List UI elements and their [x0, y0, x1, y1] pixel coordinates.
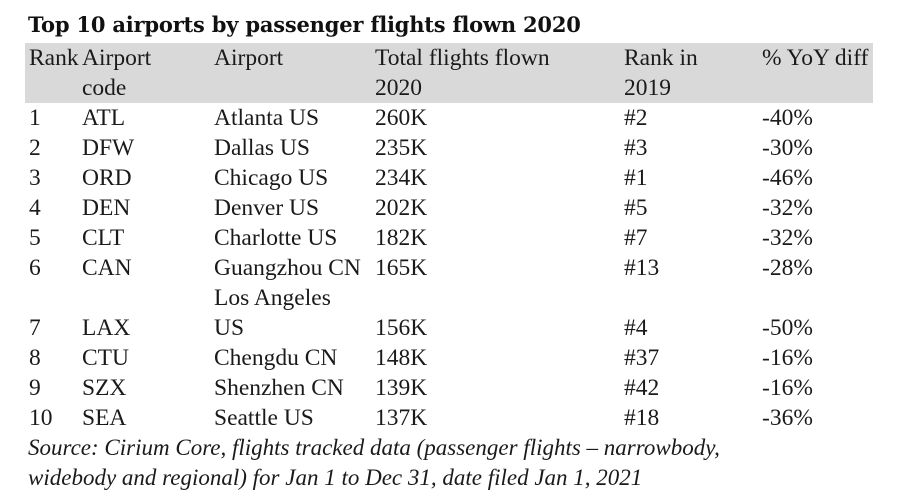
cell-yoy: -32% — [762, 195, 813, 221]
cell-airport: Seattle US — [214, 405, 314, 431]
cell-rank-2019: #5 — [624, 195, 648, 221]
cell-code: LAX — [82, 315, 131, 341]
table-row: 2 DFW Dallas US 235K #3 -30% — [25, 133, 873, 163]
cell-rank-2019: #3 — [624, 135, 648, 161]
cell-rank-2019: #18 — [624, 405, 660, 431]
table-row: 8 CTU Chengdu CN 148K #37 -16% — [25, 343, 873, 373]
cell-yoy: -16% — [762, 375, 813, 401]
cell-rank-2019: #13 — [624, 255, 660, 281]
cell-flights: 165K — [375, 255, 428, 281]
cell-rank: 8 — [29, 345, 41, 371]
cell-airport: Chicago US — [214, 165, 329, 191]
cell-rank: 1 — [29, 105, 41, 131]
cell-flights: 137K — [375, 405, 428, 431]
cell-rank-2019: #7 — [624, 225, 648, 251]
cell-yoy: -30% — [762, 135, 813, 161]
cell-flights: 234K — [375, 165, 428, 191]
table-row: 3 ORD Chicago US 234K #1 -46% — [25, 163, 873, 193]
cell-rank: 5 — [29, 225, 41, 251]
cell-rank-2019: #37 — [624, 345, 660, 371]
cell-code: ORD — [82, 165, 132, 191]
cell-airport-line1: Los Angeles — [214, 285, 331, 311]
cell-flights: 148K — [375, 345, 428, 371]
table-row: 7 LAX Los Angeles US 156K #4 -50% — [25, 283, 873, 343]
cell-airport: Shenzhen CN — [214, 375, 344, 401]
cell-yoy: -50% — [762, 315, 813, 341]
cell-airport: Guangzhou CN — [214, 255, 361, 281]
header-airport-code: Airport code — [82, 43, 151, 103]
cell-flights: 235K — [375, 135, 428, 161]
source-note-line1: Source: Cirium Core, flights tracked dat… — [28, 435, 720, 460]
table-row: 9 SZX Shenzhen CN 139K #42 -16% — [25, 373, 873, 403]
header-total-flights-line1: Total flights flown — [375, 45, 550, 71]
cell-yoy: -28% — [762, 255, 813, 281]
table-row: 4 DEN Denver US 202K #5 -32% — [25, 193, 873, 223]
cell-airport: Chengdu CN — [214, 345, 338, 371]
table-row: 6 CAN Guangzhou CN 165K #13 -28% — [25, 253, 873, 283]
cell-rank-2019: #4 — [624, 315, 648, 341]
table-row: 10 SEA Seattle US 137K #18 -36% — [25, 403, 873, 433]
cell-flights: 202K — [375, 195, 428, 221]
header-total-flights-line2: 2020 — [375, 75, 422, 101]
cell-rank: 4 — [29, 195, 41, 221]
cell-flights: 260K — [375, 105, 428, 131]
cell-airport: Denver US — [214, 195, 320, 221]
cell-yoy: -32% — [762, 225, 813, 251]
table-header: Rank Airport code Airport Total flights … — [25, 43, 873, 103]
header-airport-code-line2: code — [82, 75, 127, 101]
table-row: 1 ATL Atlanta US 260K #2 -40% — [25, 103, 873, 133]
header-airport: Airport — [214, 45, 284, 71]
cell-code: CLT — [82, 225, 125, 251]
cell-flights: 139K — [375, 375, 428, 401]
header-rank: Rank — [29, 45, 79, 71]
cell-code: DFW — [82, 135, 135, 161]
cell-airport-line2: US — [214, 315, 245, 341]
cell-code: DEN — [82, 195, 131, 221]
header-rank-2019-line2: 2019 — [624, 75, 671, 101]
cell-rank: 10 — [29, 405, 53, 431]
cell-yoy: -40% — [762, 105, 813, 131]
cell-flights: 156K — [375, 315, 428, 341]
cell-airport: Atlanta US — [214, 105, 320, 131]
cell-rank: 9 — [29, 375, 41, 401]
cell-code: SEA — [82, 405, 127, 431]
table-row: 5 CLT Charlotte US 182K #7 -32% — [25, 223, 873, 253]
cell-rank-2019: #42 — [624, 375, 660, 401]
airports-table: Rank Airport code Airport Total flights … — [25, 43, 873, 433]
header-airport-code-line1: Airport — [82, 45, 152, 71]
table-title: Top 10 airports by passenger flights flo… — [28, 12, 581, 37]
cell-airport: Dallas US — [214, 135, 310, 161]
cell-yoy: -46% — [762, 165, 813, 191]
header-total-flights: Total flights flown 2020 — [375, 43, 550, 103]
cell-rank: 2 — [29, 135, 41, 161]
cell-rank-2019: #2 — [624, 105, 648, 131]
header-rank-2019-line1: Rank in — [624, 45, 698, 71]
cell-code: SZX — [82, 375, 127, 401]
cell-rank: 7 — [29, 315, 41, 341]
cell-rank: 3 — [29, 165, 41, 191]
cell-code: ATL — [82, 105, 126, 131]
header-rank-2019: Rank in 2019 — [624, 43, 698, 103]
cell-airport: Charlotte US — [214, 225, 338, 251]
cell-code: CTU — [82, 345, 129, 371]
cell-rank-2019: #1 — [624, 165, 648, 191]
cell-airport: Los Angeles US — [214, 283, 331, 343]
header-yoy-diff: % YoY diff — [762, 45, 869, 71]
cell-yoy: -36% — [762, 405, 813, 431]
cell-flights: 182K — [375, 225, 428, 251]
cell-rank: 6 — [29, 255, 41, 281]
source-note: Source: Cirium Core, flights tracked dat… — [28, 433, 888, 493]
cell-code: CAN — [82, 255, 132, 281]
source-note-line2: widebody and regional) for Jan 1 to Dec … — [28, 465, 643, 490]
cell-yoy: -16% — [762, 345, 813, 371]
